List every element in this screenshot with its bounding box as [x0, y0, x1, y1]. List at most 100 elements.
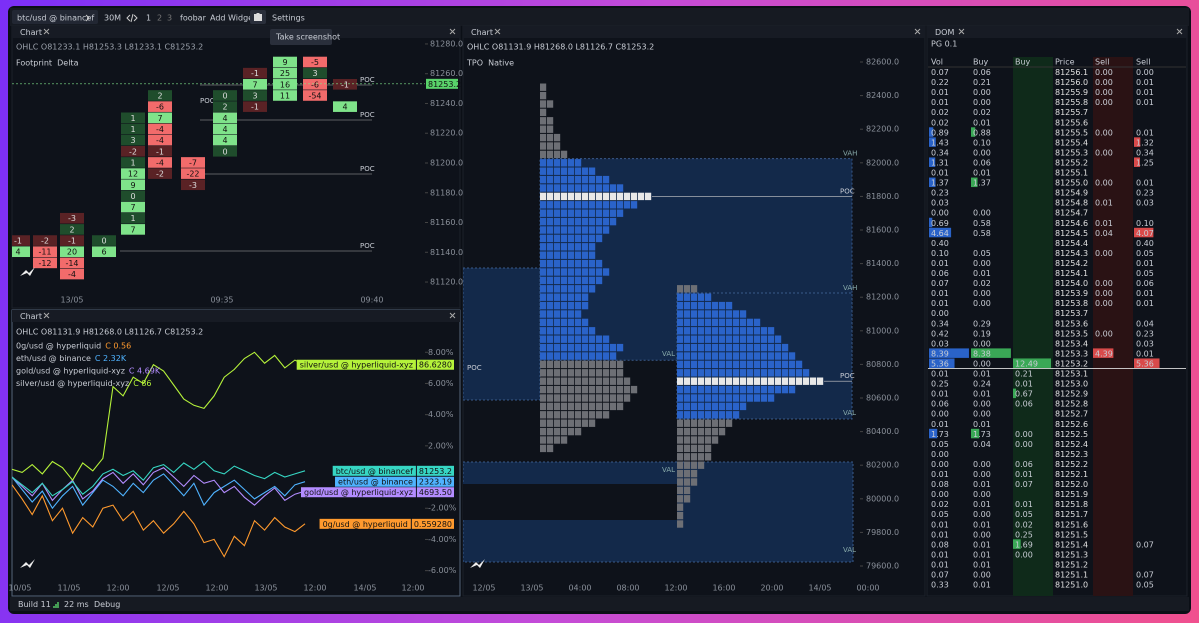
tpo-cell [603, 201, 610, 209]
tpo-cell [561, 419, 568, 427]
tpo-row [540, 436, 568, 444]
tpo-row [540, 285, 596, 293]
add-widget[interactable]: Add Widget [210, 14, 256, 23]
footprint-value: 11 [280, 91, 290, 100]
close-tab[interactable] [43, 312, 50, 319]
panel-header [12, 310, 460, 322]
tag-value: 2323.19 [419, 478, 452, 487]
tpo-cell [698, 402, 705, 411]
tab[interactable]: Chart [20, 28, 42, 37]
symbol[interactable]: btc/usd @ binancef [17, 14, 94, 23]
tpo-row [540, 125, 554, 133]
tpo-row [540, 293, 589, 301]
footprint-cell [121, 201, 145, 213]
tpo-cell [596, 201, 603, 209]
tpo-cell [596, 335, 603, 343]
dom-cell: 4.64 [931, 229, 949, 238]
tab[interactable]: Chart [471, 28, 493, 37]
tpo-cell [568, 369, 575, 377]
debug[interactable]: Debug [94, 600, 120, 609]
y-tick-label: 80800.0 [866, 360, 899, 369]
close-panel[interactable] [449, 312, 456, 319]
tpo-cell [575, 276, 582, 285]
close-tab[interactable] [958, 28, 965, 35]
tpo-row [677, 310, 747, 318]
footprint-value: 0 [101, 237, 106, 246]
code-icon[interactable] [126, 13, 138, 23]
tpo-cell [677, 478, 684, 486]
tpo-cell [733, 352, 740, 360]
footprint-value: 25 [280, 69, 290, 78]
close-panel[interactable] [914, 28, 921, 35]
tpo-cell [705, 436, 712, 444]
tpo-cell [561, 343, 568, 352]
tag-value: 86.6280 [419, 361, 452, 370]
size-bar [929, 358, 955, 368]
tpo-cell [747, 335, 754, 343]
close-panel[interactable] [449, 28, 456, 35]
tpo-cell [554, 209, 561, 217]
settings[interactable]: Settings [272, 14, 305, 23]
tpo-row [540, 175, 610, 184]
tpo-cell [677, 402, 684, 411]
layout[interactable]: 2 [157, 14, 162, 23]
tab[interactable]: Chart [20, 312, 42, 321]
tpo-cell [568, 175, 575, 184]
tpo-cell [554, 343, 561, 352]
tab[interactable]: DOM [935, 28, 954, 37]
panel-header [927, 26, 1187, 38]
dom-cell: 5.36 [931, 359, 949, 368]
close-tab[interactable] [43, 28, 50, 35]
tpo-cell [540, 91, 547, 100]
tpo-cell [568, 259, 575, 268]
close-tab[interactable] [494, 28, 501, 35]
interval[interactable]: 30M [104, 14, 121, 23]
tpo-cell [582, 394, 589, 402]
tpo-cell [726, 402, 733, 411]
tpo-cell [705, 335, 712, 343]
tpo-cell [540, 402, 547, 411]
symbol-box[interactable] [12, 10, 98, 24]
dom-cell: 0.01 [931, 420, 949, 429]
footprint-value: 1 [130, 214, 135, 223]
dom-cell: 0.05 [973, 249, 991, 258]
y-tick-label: 80400.0 [866, 427, 899, 436]
dom-cell: 81255.7 [1055, 108, 1088, 117]
tpo-cell [610, 377, 617, 385]
tpo-cell [719, 427, 726, 436]
dom-cell: 0.05 [1136, 249, 1154, 258]
tpo-cell [747, 352, 754, 360]
dom-cell: 0.29 [973, 319, 991, 328]
layout[interactable]: 3 [167, 14, 172, 23]
tpo-cell [575, 184, 582, 192]
tpo-cell [561, 201, 568, 209]
layout[interactable]: 1 [146, 14, 151, 23]
workspace[interactable]: foobar [180, 14, 207, 23]
tpo-cell [719, 385, 726, 394]
tag-bg [319, 518, 411, 529]
column-header: Buy [973, 58, 989, 67]
tpo-cell [705, 310, 712, 318]
tpo-cell [547, 125, 554, 133]
tpo-cell [754, 360, 761, 369]
vah-label: VAH [843, 150, 857, 158]
tpo-cell [561, 411, 568, 419]
tpo-cell [698, 419, 705, 427]
tpo-cell [768, 377, 775, 385]
footprint-value: -12 [38, 259, 51, 268]
tpo-cell [540, 234, 547, 243]
tpo-cell [761, 394, 768, 402]
close-panel[interactable] [1176, 28, 1183, 35]
tpo-cell [561, 251, 568, 259]
tpo-cell [733, 335, 740, 343]
tpo-cell [768, 369, 775, 377]
tpo-cell [561, 175, 568, 184]
dom-cell: 81253.7 [1055, 309, 1088, 318]
size-bar [929, 428, 938, 439]
toolbar [10, 8, 1189, 26]
tpo-row [540, 402, 624, 411]
tpo-cell [740, 327, 747, 335]
tpo-cell [761, 352, 768, 360]
tpo-cell [547, 259, 554, 268]
